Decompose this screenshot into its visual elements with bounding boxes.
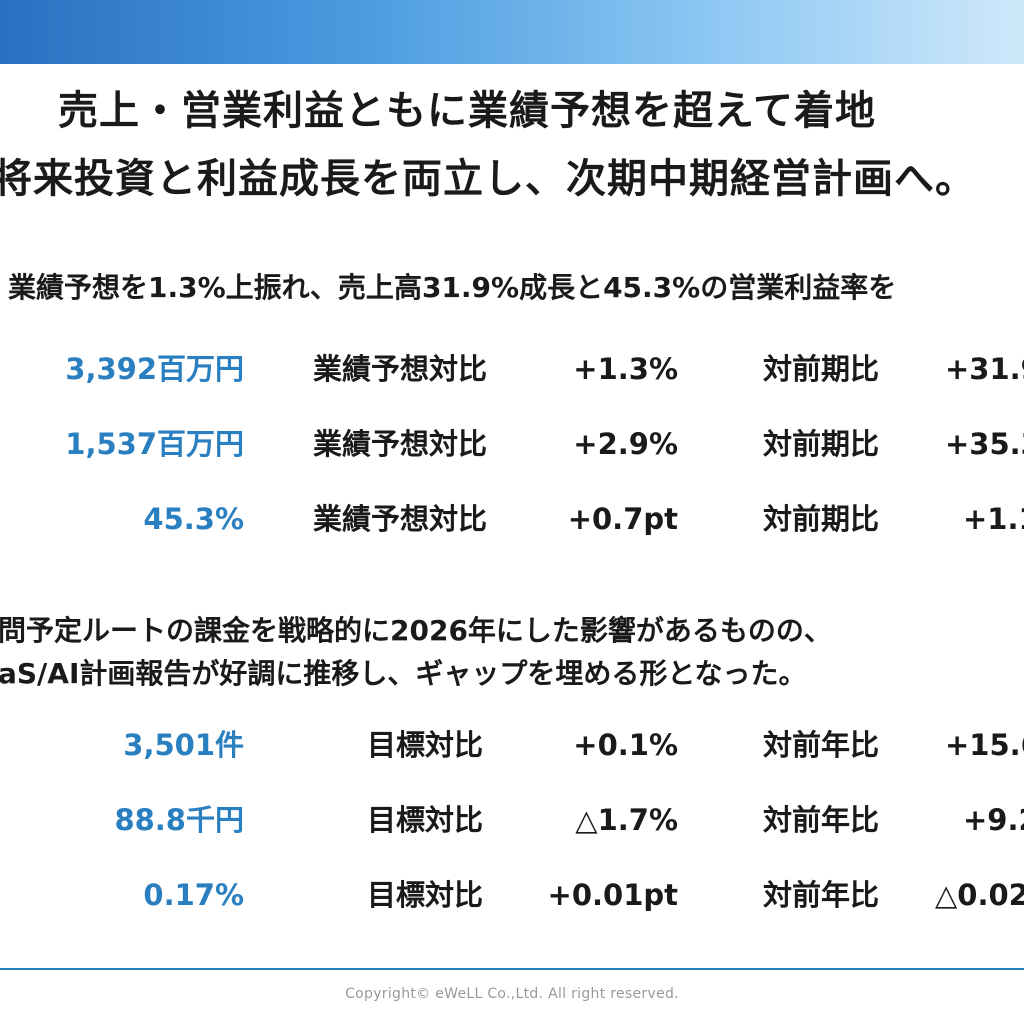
comparison-label: 業績予想対比 [313, 427, 488, 461]
comparison-label: 目標対比 [367, 728, 484, 762]
yoy-label: 対前年比 [763, 728, 880, 762]
comparison-label: 目標対比 [367, 878, 484, 912]
comparison-label: 目標対比 [367, 803, 484, 837]
comparison-diff: +0.01pt [547, 878, 678, 912]
comparison-diff: +2.9% [573, 427, 678, 461]
comparison-diff: +0.7pt [567, 502, 678, 536]
kpi-value: 88.8千円 [114, 803, 244, 837]
yoy-label: 対前年比 [763, 878, 880, 912]
headline-line-1: 売上・営業利益ともに業績予想を超えて着地 [58, 88, 876, 134]
yoy-diff: △0.02 [935, 878, 1024, 912]
yoy-diff: +1.1 [963, 502, 1024, 536]
section2-note-line-2: aS/AI計画報告が好調に推移し、ギャップを埋める形となった。 [0, 657, 807, 690]
yoy-diff: +15.6 [945, 728, 1024, 762]
yoy-diff: +9.2 [963, 803, 1024, 837]
comparison-diff: △1.7% [575, 803, 678, 837]
kpi-value: 3,501件 [123, 728, 244, 762]
yoy-diff: +31.9 [945, 352, 1024, 386]
section2-note-line-1: 問予定ルートの課金を戦略的に2026年にした影響があるものの、 [0, 614, 832, 647]
footer-divider [0, 968, 1024, 970]
kpi-row-count: 3,501件 目標対比 +0.1% 対前年比 +15.6 [0, 723, 1024, 767]
kpi-row-unit-price: 88.8千円 目標対比 △1.7% 対前年比 +9.2 [0, 798, 1024, 842]
header-gradient-band [0, 0, 1024, 64]
kpi-value: 1,537百万円 [65, 427, 244, 461]
yoy-label: 対前期比 [763, 502, 880, 536]
kpi-value: 45.3% [143, 502, 244, 536]
comparison-diff: +0.1% [573, 728, 678, 762]
kpi-row-margin: 45.3% 業績予想対比 +0.7pt 対前期比 +1.1 [0, 497, 1024, 541]
headline-line-2: 将来投資と利益成長を両立し、次期中期経営計画へ。 [0, 156, 976, 202]
yoy-label: 対前期比 [763, 427, 880, 461]
kpi-row-sales: 3,392百万円 業績予想対比 +1.3% 対前期比 +31.9 [0, 347, 1024, 391]
kpi-row-rate: 0.17% 目標対比 +0.01pt 対前年比 △0.02 [0, 873, 1024, 917]
kpi-row-operating-profit: 1,537百万円 業績予想対比 +2.9% 対前期比 +35.3 [0, 422, 1024, 466]
comparison-label: 業績予想対比 [313, 352, 488, 386]
yoy-diff: +35.3 [945, 427, 1024, 461]
yoy-label: 対前期比 [763, 352, 880, 386]
section1-lead: 業績予想を1.3%上振れ、売上高31.9%成長と45.3%の営業利益率を [8, 271, 897, 304]
kpi-value: 0.17% [143, 878, 244, 912]
yoy-label: 対前年比 [763, 803, 880, 837]
kpi-value: 3,392百万円 [65, 352, 244, 386]
comparison-diff: +1.3% [573, 352, 678, 386]
copyright-text: Copyright© eWeLL Co.,Ltd. All right rese… [345, 986, 679, 1002]
comparison-label: 業績予想対比 [313, 502, 488, 536]
